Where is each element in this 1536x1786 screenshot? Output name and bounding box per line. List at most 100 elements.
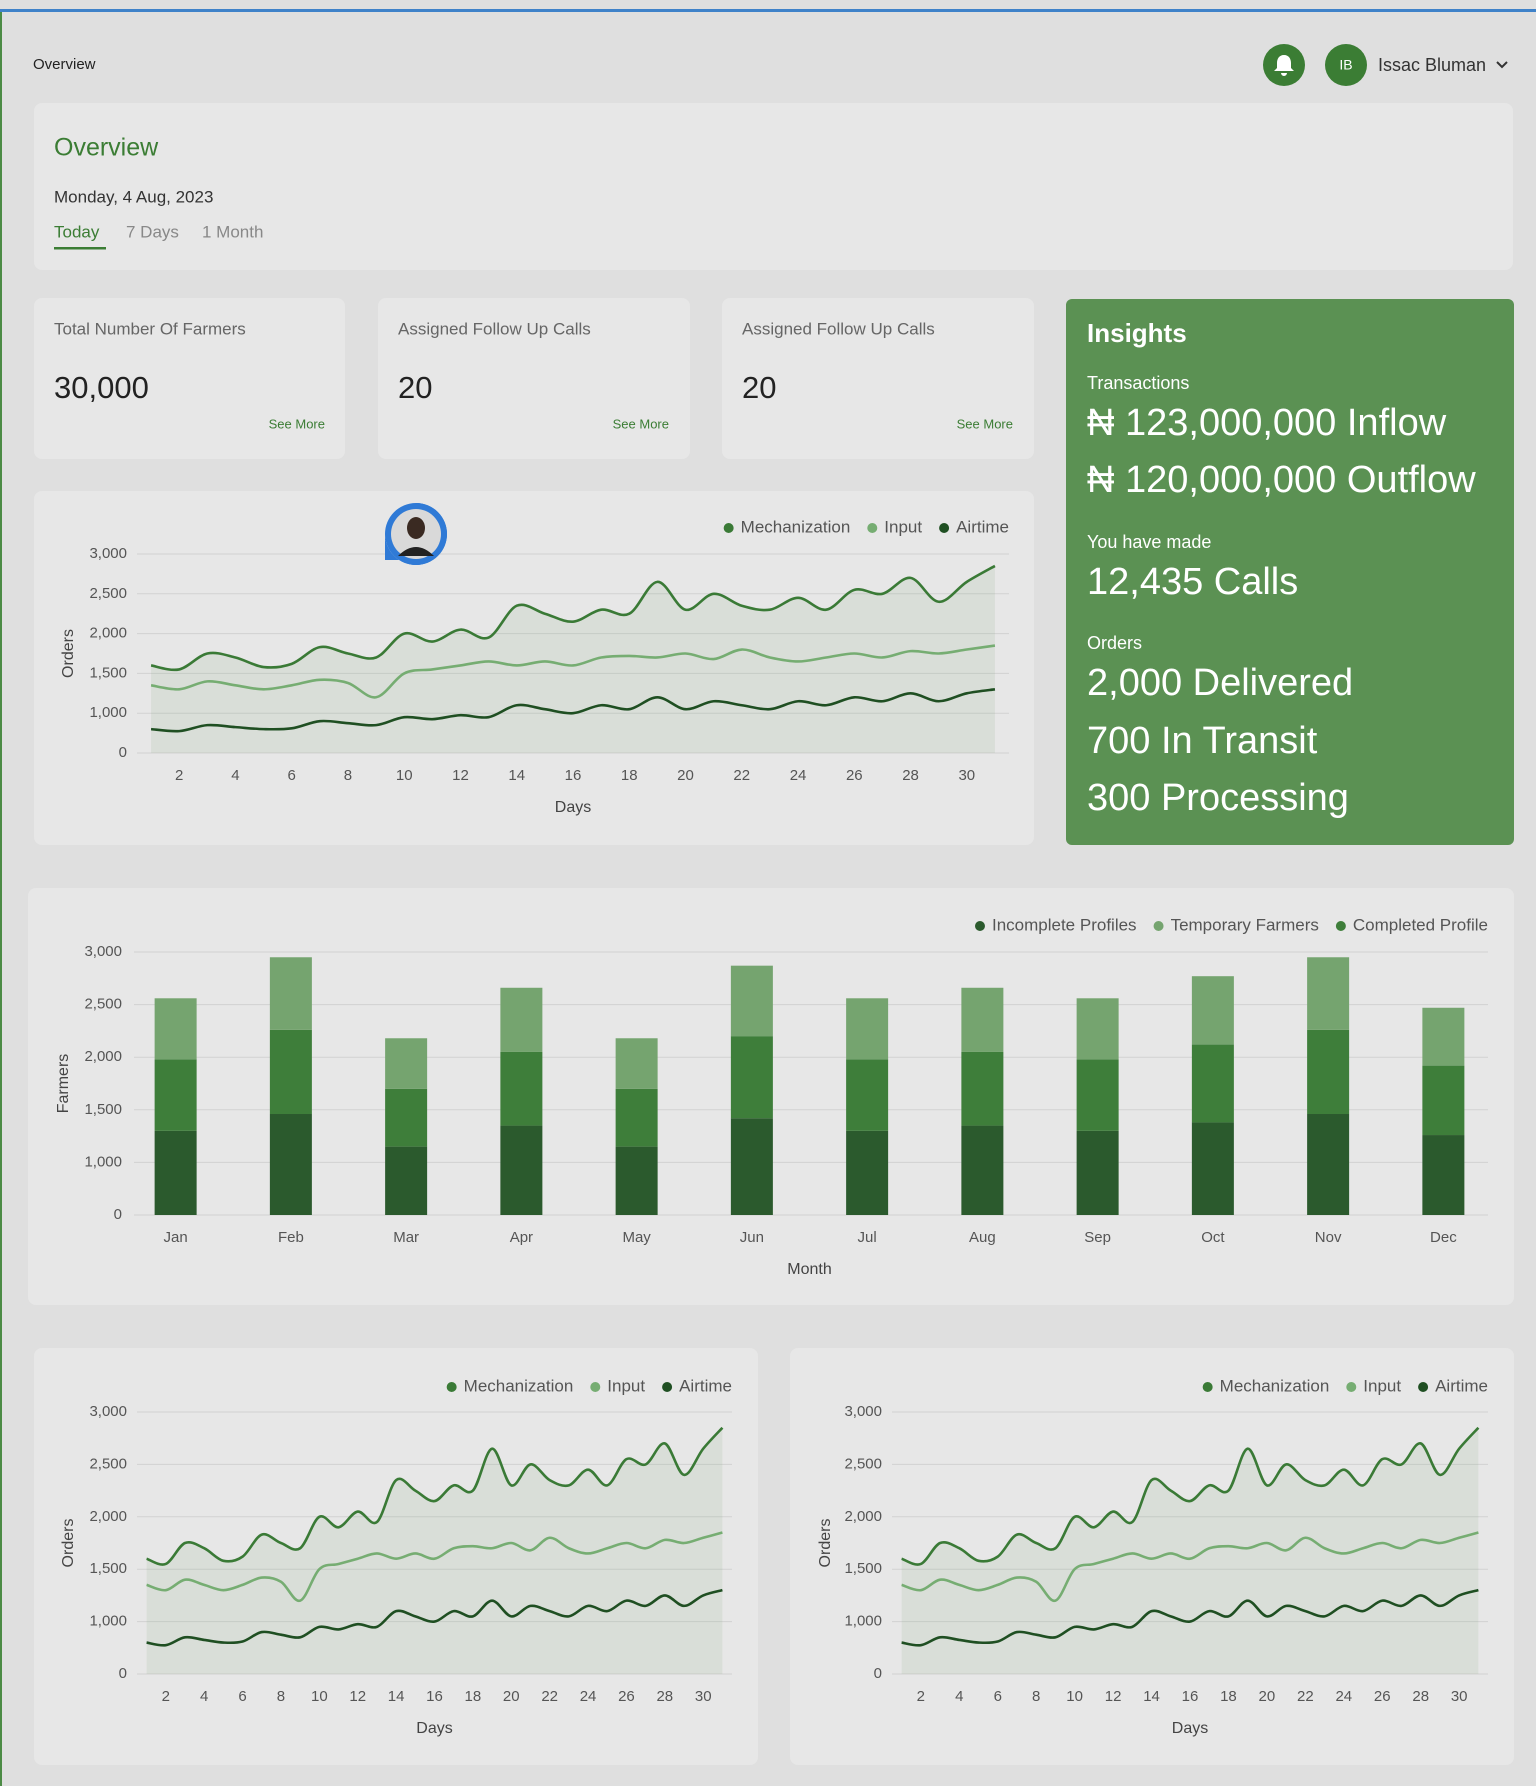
line [901,1426,1480,1566]
y-tick-label: 1,000 [844,1613,882,1630]
x-tick-label: 2 [175,767,183,784]
bar-segment [730,965,773,1037]
legend-label: Airtime [956,517,1009,536]
insight-value: 2,000 Delivered [1087,662,1353,704]
legend-dot [1346,1382,1357,1392]
floating-avatar[interactable] [385,503,447,565]
x-tick-label: 20 [677,767,694,784]
x-tick-label: 2 [162,1688,170,1705]
x-tick-label: 20 [503,1688,520,1705]
left-border [0,12,2,1786]
x-tick-label: 4 [955,1688,963,1705]
x-tick-label: 4 [200,1688,208,1705]
x-tick-label: Nov [1315,1229,1342,1246]
bar-segment [269,1029,312,1115]
see-more[interactable]: See More [957,416,1013,431]
stat-value: 20 [742,370,776,405]
y-axis-label: Orders [60,1519,77,1568]
x-tick-label: 12 [349,1688,366,1705]
bar-segment [269,957,312,1030]
insight-value: ₦ 120,000,000 Outflow [1087,459,1476,501]
notification-button[interactable] [1263,44,1305,86]
tab[interactable]: 1 Month [202,222,263,241]
line [150,688,996,733]
bar-segment [1307,1114,1350,1215]
x-tick-label: May [622,1229,651,1246]
tab-active[interactable]: Today [54,222,100,241]
x-tick-label: 10 [1066,1688,1083,1705]
y-tick-label: 0 [119,744,127,761]
user-name[interactable]: Issac Bluman [1378,55,1486,75]
line [146,1588,723,1647]
see-more[interactable]: See More [613,416,669,431]
x-tick-label: 6 [238,1688,246,1705]
chart-card [34,1348,758,1765]
legend-dot [1202,1382,1213,1392]
insight-label: Transactions [1087,373,1189,393]
y-tick-label: 3,000 [89,545,127,562]
bar-segment [154,998,197,1060]
legend-dot [723,523,734,533]
y-tick-label: 1,500 [844,1560,882,1577]
x-tick-label: 18 [621,767,638,784]
x-tick-label: 8 [1032,1688,1040,1705]
stat-card [34,298,345,459]
x-axis-label: Month [787,1261,831,1278]
stat-value: 20 [398,370,432,405]
bar-segment [615,1146,658,1215]
x-tick-label: 20 [1259,1688,1276,1705]
line [146,1531,723,1602]
legend-dot [1335,921,1346,931]
x-tick-label: 12 [452,767,469,784]
overview-title: Overview [54,134,159,162]
bar-segment [385,1088,428,1147]
bar-segment [1191,1122,1234,1215]
bar-segment [961,1125,1004,1215]
x-tick-label: Apr [510,1229,533,1246]
x-tick-label: 18 [1220,1688,1237,1705]
x-tick-label: Jul [858,1229,877,1246]
x-tick-label: 28 [656,1688,673,1705]
bar-segment [846,998,889,1060]
legend-dot [590,1382,601,1392]
y-tick-label: 0 [114,1206,122,1223]
y-tick-label: 2,000 [89,1508,127,1525]
stat-title: Total Number Of Farmers [54,319,246,338]
x-tick-label: Feb [278,1229,304,1246]
legend-label: Incomplete Profiles [992,915,1137,934]
x-tick-label: 26 [618,1688,635,1705]
x-tick-label: 8 [344,767,352,784]
y-tick-label: 3,000 [84,943,122,960]
bar-segment [1076,1130,1119,1215]
y-tick-label: 2,500 [844,1455,882,1472]
overview-date: Monday, 4 Aug, 2023 [54,187,213,206]
avatar-circle [1325,44,1367,86]
tab[interactable]: 7 Days [126,222,179,241]
user-menu[interactable]: IB Issac Bluman [1325,44,1508,86]
user-initials: IB [1339,57,1352,73]
x-tick-label: 6 [288,767,296,784]
stat-card [378,298,690,459]
y-tick-label: 1,000 [89,704,127,721]
bar-segment [730,1118,773,1215]
bar-segment [1422,1135,1465,1215]
x-tick-label: 26 [1374,1688,1391,1705]
line [901,1588,1479,1647]
insight-label: You have made [1087,532,1211,552]
legend-label: Input [607,1376,645,1395]
y-axis-label: Farmers [55,1054,72,1114]
bar-segment [1076,998,1119,1060]
legend-label: Mechanization [1220,1376,1330,1395]
x-tick-label: Dec [1430,1229,1457,1246]
x-tick-label: Jan [164,1229,188,1246]
y-axis-label: Orders [60,629,77,678]
insight-value: ₦ 123,000,000 Inflow [1087,402,1447,444]
x-tick-label: Jun [740,1229,764,1246]
chart-card [34,491,1034,845]
y-tick-label: 2,000 [84,1048,122,1065]
legend-label: Completed Profile [1353,915,1488,934]
see-more[interactable]: See More [269,416,325,431]
x-axis-label: Days [416,1720,452,1737]
x-tick-label: 30 [695,1688,712,1705]
insight-value: 12,435 Calls [1087,561,1298,603]
